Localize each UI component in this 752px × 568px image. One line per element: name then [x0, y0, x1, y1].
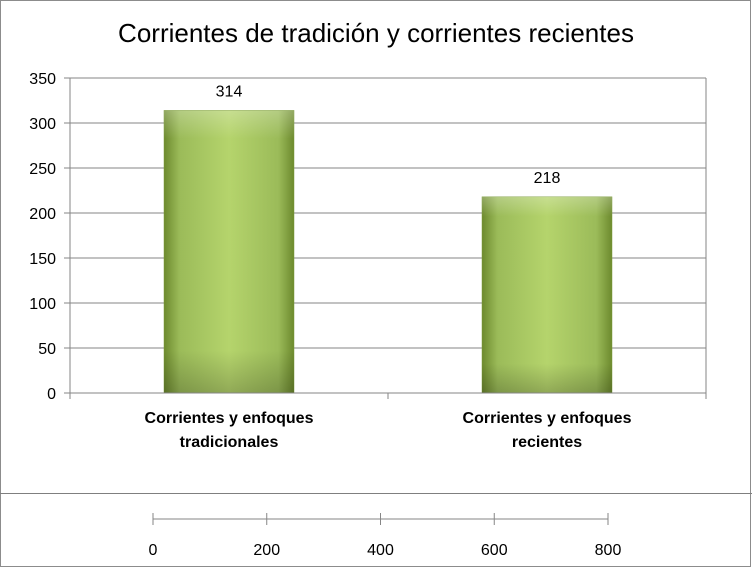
- y-tick-label: 250: [29, 161, 56, 178]
- secondary-x-tick-label: 0: [149, 542, 158, 559]
- x-category-label: tradicionales: [180, 434, 279, 451]
- bar-shade: [164, 110, 294, 394]
- x-category-label: recientes: [512, 434, 582, 451]
- data-label: 218: [534, 170, 561, 187]
- secondary-x-tick-label: 400: [367, 542, 394, 559]
- y-tick-label: 200: [29, 206, 56, 223]
- y-tick-label: 100: [29, 296, 56, 313]
- y-tick-label: 0: [47, 386, 56, 403]
- secondary-x-tick-label: 800: [595, 542, 622, 559]
- data-label: 314: [216, 83, 243, 100]
- lower-chart-border: [0, 493, 752, 494]
- chart-title: Corrientes de tradición y corrientes rec…: [118, 18, 634, 48]
- secondary-x-tick-label: 200: [253, 542, 280, 559]
- secondary-x-tick-label: 600: [481, 542, 508, 559]
- y-tick-label: 350: [29, 71, 56, 88]
- bar-shade: [482, 196, 612, 393]
- x-category-label: Corrientes y enfoques: [145, 410, 314, 427]
- y-tick-label: 300: [29, 116, 56, 133]
- x-category-label: Corrientes y enfoques: [463, 410, 632, 427]
- y-tick-label: 50: [38, 341, 56, 358]
- y-tick-label: 150: [29, 251, 56, 268]
